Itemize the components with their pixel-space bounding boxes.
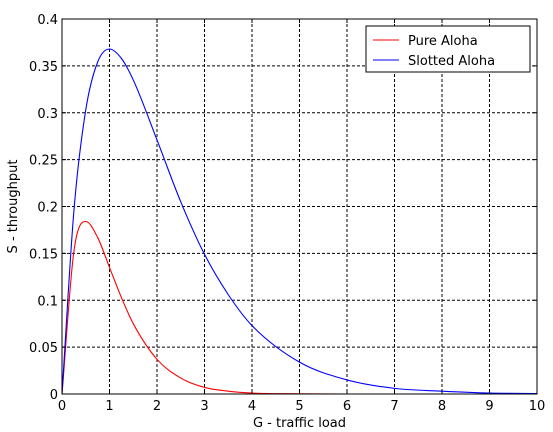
legend: Pure Aloha Slotted Aloha [365,25,531,73]
x-tick-label: 5 [295,399,303,414]
y-tick-label: 0.35 [29,60,58,75]
x-tick-labels: 0 1 2 3 4 5 6 7 8 9 10 [58,399,545,414]
grid-lines [62,19,537,394]
legend-label-pure-aloha: Pure Aloha [408,34,478,49]
x-tick-label: 8 [438,399,446,414]
x-tick-label: 1 [105,399,113,414]
y-tick-labels: 0 0.05 0.1 0.15 0.2 0.25 0.3 0.35 0.4 [29,13,58,403]
y-tick-label: 0.1 [37,294,58,309]
x-tick-label: 0 [58,399,66,414]
series-line-pure-aloha [61,220,537,395]
y-tick-label: 0.25 [29,154,58,169]
x-tick-label: 7 [390,399,398,414]
x-axis-label: G - traffic load [253,416,346,431]
y-tick-label: 0.15 [29,247,58,262]
y-tick-label: 0.4 [37,13,58,28]
x-tick-label: 6 [343,399,351,414]
series-line-slotted-aloha [61,48,538,395]
y-tick-label: 0.05 [29,341,58,356]
x-tick-label: 3 [200,399,208,414]
y-tick-label: 0.2 [37,201,58,216]
legend-label-slotted-aloha: Slotted Aloha [408,54,495,69]
x-tick-label: 2 [153,399,161,414]
x-tick-label: 10 [529,399,546,414]
axis-ticks [61,18,538,395]
legend-box [365,25,531,73]
y-tick-label: 0.3 [37,107,58,122]
y-tick-label: 0 [50,388,58,403]
x-tick-label: 9 [485,399,493,414]
x-tick-label: 4 [248,399,256,414]
y-axis-label: S - throughput [6,160,21,254]
